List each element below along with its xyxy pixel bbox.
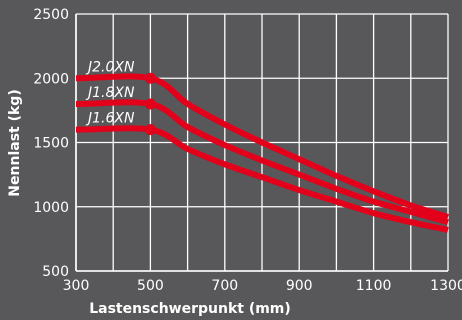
series-marker [144,72,156,84]
y-tick-label: 2000 [33,71,69,87]
series-label: J1.6XN [85,111,135,127]
y-tick-label: 500 [42,264,69,280]
series-line [75,125,449,233]
x-tick-label: 1100 [356,278,392,294]
labels-group: J2.0XN J1.8XN J1.6XN [85,59,135,126]
x-tick-label: 1300 [430,278,462,294]
x-tick-label: 300 [63,278,90,294]
y-tick-label: 1500 [33,136,69,152]
y-tick-label: 1000 [33,200,69,216]
series-marker [144,124,156,136]
series-line [75,99,449,226]
y-axis-title: Nennlast (kg) [7,89,23,196]
series-group [75,72,449,233]
x-axis-title: Lastenschwerpunkt (mm) [89,301,291,317]
series-line [75,73,449,220]
x-tick-label: 500 [137,278,164,294]
series-marker [144,98,156,110]
x-tick-label: 900 [286,278,313,294]
y-tick-label: 2500 [33,7,69,23]
series-label: J2.0XN [85,59,135,75]
x-tick-label: 700 [211,278,238,294]
series-label: J1.8XN [85,85,135,101]
